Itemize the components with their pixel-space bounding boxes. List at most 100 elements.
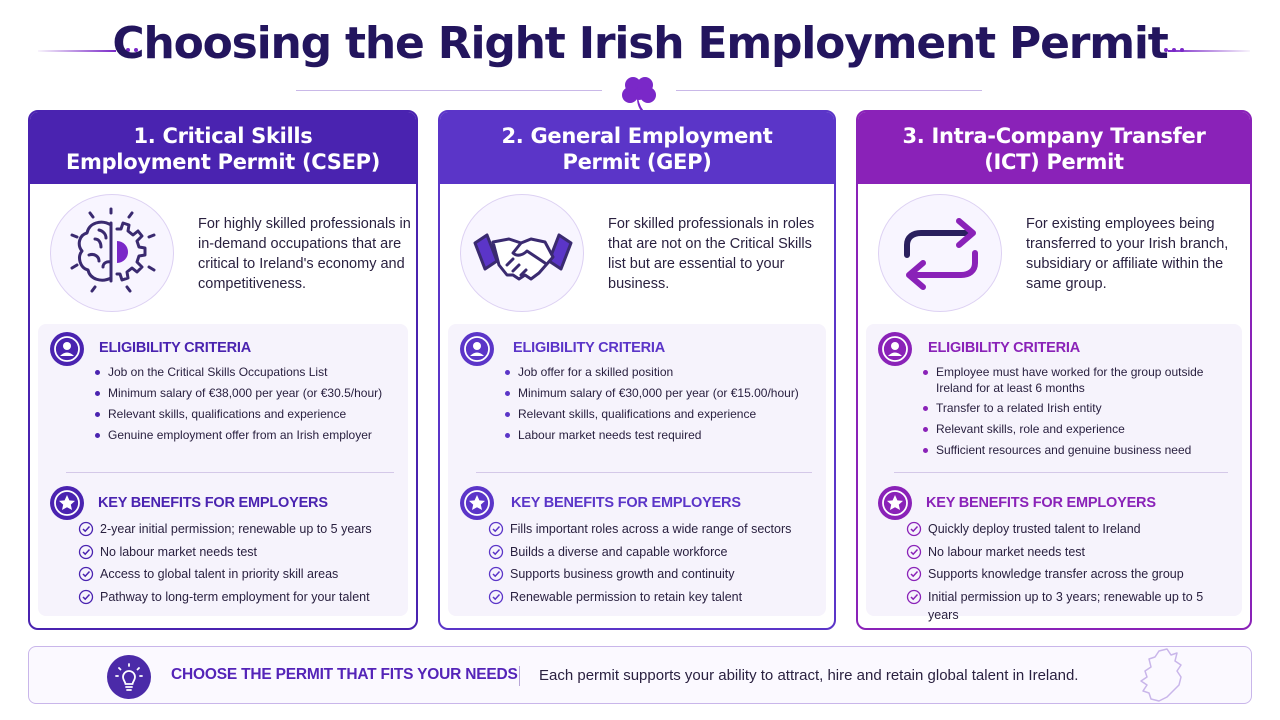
card-intro: For existing employees being transferred… — [858, 194, 1250, 314]
benefit-item: 2-year initial permission; renewable up … — [78, 520, 398, 543]
eligibility-list: Employee must have worked for the group … — [923, 364, 1232, 463]
card-details: ELIGIBILITY CRITERIA Job on the Critical… — [38, 324, 408, 616]
benefit-text: Initial permission up to 3 years; renewa… — [928, 589, 1204, 622]
eligibility-title: ELIGIBILITY CRITERIA — [99, 340, 252, 356]
eligibility-item: Relevant skills, role and experience — [923, 421, 1232, 437]
check-icon — [78, 566, 94, 582]
permit-card-gep: 2. General Employment Permit (GEP) For s… — [438, 110, 836, 630]
eligibility-item: Sufficient resources and genuine busines… — [923, 442, 1232, 458]
benefit-item: Quickly deploy trusted talent to Ireland — [906, 520, 1232, 543]
card-title-line2: Permit (GEP) — [562, 150, 712, 174]
eligibility-item: Job on the Critical Skills Occupations L… — [95, 364, 398, 380]
benefits-list: Fills important roles across a wide rang… — [488, 520, 816, 610]
eligibility-item: Relevant skills, qualifications and expe… — [505, 406, 816, 422]
title-row: Choosing the Right Irish Employment Perm… — [0, 10, 1280, 70]
benefit-text: Pathway to long-term employment for your… — [100, 589, 370, 604]
eligibility-item: Relevant skills, qualifications and expe… — [95, 406, 398, 422]
star-icon — [50, 486, 84, 520]
check-icon — [488, 521, 504, 537]
star-icon — [878, 486, 912, 520]
card-intro-text: For skilled professionals in roles that … — [608, 216, 815, 292]
benefits-title: KEY BENEFITS FOR EMPLOYERS — [511, 495, 741, 511]
transfer-arrows-icon — [904, 218, 978, 290]
check-icon — [78, 521, 94, 537]
benefit-item: Supports knowledge transfer across the g… — [906, 565, 1232, 588]
benefit-text: Access to global talent in priority skil… — [100, 567, 339, 581]
handshake-icon — [473, 233, 573, 281]
check-icon — [78, 589, 94, 604]
card-intro-text: For highly skilled professionals in in-d… — [198, 216, 411, 292]
card-title-line1: 2. General Employment — [501, 124, 773, 148]
benefit-item: Builds a diverse and capable workforce — [488, 543, 816, 566]
benefit-item: No labour market needs test — [906, 543, 1232, 566]
card-title-line1: 3. Intra-Company Transfer — [902, 124, 1206, 148]
card-intro: For highly skilled professionals in in-d… — [30, 194, 416, 314]
card-title-line2: (ICT) Permit — [984, 150, 1124, 174]
check-icon — [906, 589, 922, 604]
card-details: ELIGIBILITY CRITERIA Employee must have … — [866, 324, 1242, 622]
eligibility-list: Job offer for a skilled position Minimum… — [505, 364, 816, 448]
benefits-title: KEY BENEFITS FOR EMPLOYERS — [98, 495, 328, 511]
eligibility-item: Genuine employment offer from an Irish e… — [95, 427, 398, 443]
page-title: Choosing the Right Irish Employment Perm… — [112, 18, 1168, 69]
shamrock-icon — [622, 77, 656, 114]
check-icon — [906, 544, 922, 559]
divider-right — [676, 90, 982, 91]
card-intro: For skilled professionals in roles that … — [440, 194, 834, 314]
card-header: 1. Critical Skills Employment Permit (CS… — [30, 112, 416, 184]
benefit-item: Access to global talent in priority skil… — [78, 565, 398, 588]
ireland-map-icon — [1140, 648, 1182, 702]
star-icon — [460, 486, 494, 520]
permit-card-csep: 1. Critical Skills Employment Permit (CS… — [28, 110, 418, 630]
card-title-line1: 1. Critical Skills — [133, 124, 313, 148]
benefit-text: Builds a diverse and capable workforce — [510, 544, 728, 559]
check-icon — [906, 566, 922, 582]
benefit-text: Fills important roles across a wide rang… — [510, 522, 792, 536]
card-intro-text: For existing employees being transferred… — [1026, 216, 1229, 292]
user-icon — [460, 332, 494, 366]
benefit-item: Supports business growth and continuity — [488, 565, 816, 588]
benefit-item: Initial permission up to 3 years; renewa… — [906, 588, 1232, 622]
benefit-text: 2-year initial permission; renewable up … — [100, 522, 372, 536]
card-header: 2. General Employment Permit (GEP) — [440, 112, 834, 184]
card-details: ELIGIBILITY CRITERIA Job offer for a ski… — [448, 324, 826, 616]
section-divider — [66, 472, 394, 473]
check-icon — [78, 544, 94, 559]
check-icon — [906, 521, 922, 537]
benefit-text: Supports knowledge transfer across the g… — [928, 567, 1184, 581]
benefit-text: Renewable permission to retain key talen… — [510, 589, 743, 604]
benefit-item: No labour market needs test — [78, 543, 398, 566]
benefit-item: Fills important roles across a wide rang… — [488, 520, 816, 543]
eligibility-item: Transfer to a related Irish entity — [923, 400, 1232, 416]
icon-circle — [460, 194, 584, 312]
benefit-item: Renewable permission to retain key talen… — [488, 588, 816, 611]
decorative-dots-left — [118, 47, 142, 55]
banner-title: CHOOSE THE PERMIT THAT FITS YOUR NEEDS — [171, 666, 518, 683]
benefit-text: No labour market needs test — [100, 544, 258, 559]
divider-left — [296, 90, 602, 91]
banner-divider — [519, 666, 520, 686]
eligibility-title: ELIGIBILITY CRITERIA — [513, 340, 666, 356]
brain-gear-icon — [70, 207, 156, 293]
check-icon — [488, 544, 504, 559]
lightbulb-icon — [107, 655, 151, 699]
benefits-list: Quickly deploy trusted talent to Ireland… — [906, 520, 1232, 622]
benefits-title: KEY BENEFITS FOR EMPLOYERS — [926, 495, 1156, 511]
eligibility-item: Minimum salary of €30,000 per year (or €… — [505, 385, 816, 401]
eligibility-item: Job offer for a skilled position — [505, 364, 816, 380]
check-icon — [488, 566, 504, 582]
eligibility-item: Labour market needs test required — [505, 427, 816, 443]
decorative-line-right — [1168, 50, 1250, 52]
benefit-text: No labour market needs test — [928, 544, 1086, 559]
section-divider — [894, 472, 1228, 473]
eligibility-title: ELIGIBILITY CRITERIA — [928, 340, 1081, 356]
decorative-line-left — [38, 50, 116, 52]
eligibility-item: Employee must have worked for the group … — [923, 364, 1232, 396]
benefits-list: 2-year initial permission; renewable up … — [78, 520, 398, 610]
user-icon — [878, 332, 912, 366]
banner-text: Each permit supports your ability to att… — [539, 667, 1079, 684]
permit-card-ict: 3. Intra-Company Transfer (ICT) Permit F… — [856, 110, 1252, 630]
benefit-text: Supports business growth and continuity — [510, 567, 735, 581]
eligibility-list: Job on the Critical Skills Occupations L… — [95, 364, 398, 448]
benefit-text: Quickly deploy trusted talent to Ireland — [928, 522, 1141, 536]
